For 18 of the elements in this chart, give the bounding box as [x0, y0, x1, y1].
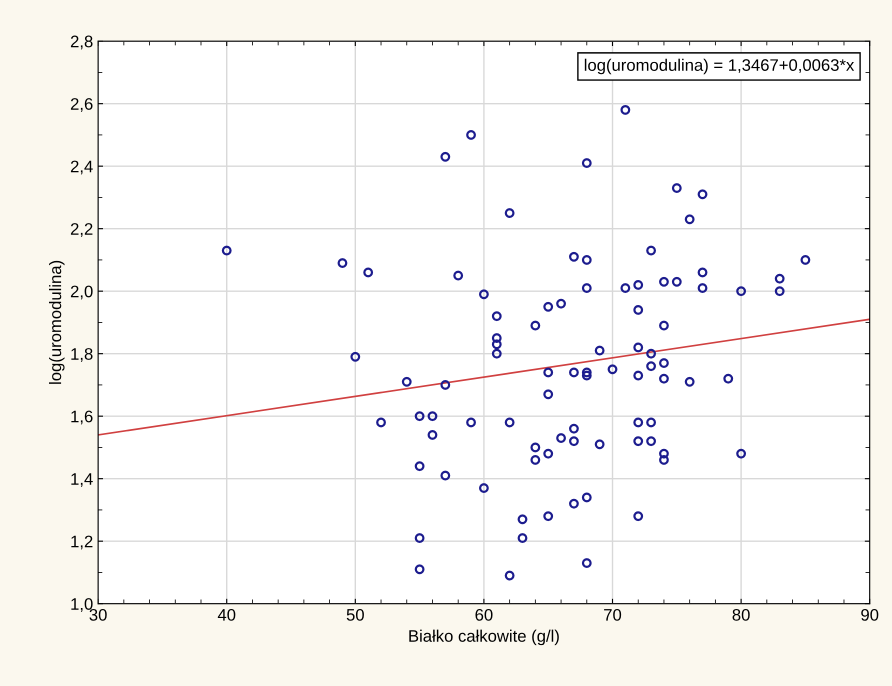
y-axis-title: log(uromodulina)	[49, 260, 65, 384]
y-tick-label: 2,0	[70, 286, 93, 300]
y-tick-label: 1,8	[71, 348, 93, 362]
x-tick-label: 80	[732, 608, 750, 621]
x-tick-label: 60	[475, 608, 493, 621]
y-tick-label: 2,4	[70, 160, 93, 174]
x-tick-label: 40	[218, 608, 236, 621]
x-tick-label: 50	[346, 608, 364, 621]
y-tick-label: 1,2	[71, 536, 92, 550]
x-tick-label: 90	[861, 608, 878, 621]
y-tick-label: 2,2	[70, 223, 92, 237]
y-tick-label: 2,6	[70, 98, 93, 112]
y-tick-label: 1,6	[71, 410, 93, 424]
y-tick-label: 1,4	[71, 473, 93, 487]
y-tick-label: 2,8	[70, 36, 93, 50]
annotation: log(uromodulina) = 1,3467+0,0063*x	[584, 58, 854, 74]
x-axis-title: Białko całkowite (g/l)	[409, 630, 559, 646]
x-tick-label: 70	[604, 608, 622, 621]
